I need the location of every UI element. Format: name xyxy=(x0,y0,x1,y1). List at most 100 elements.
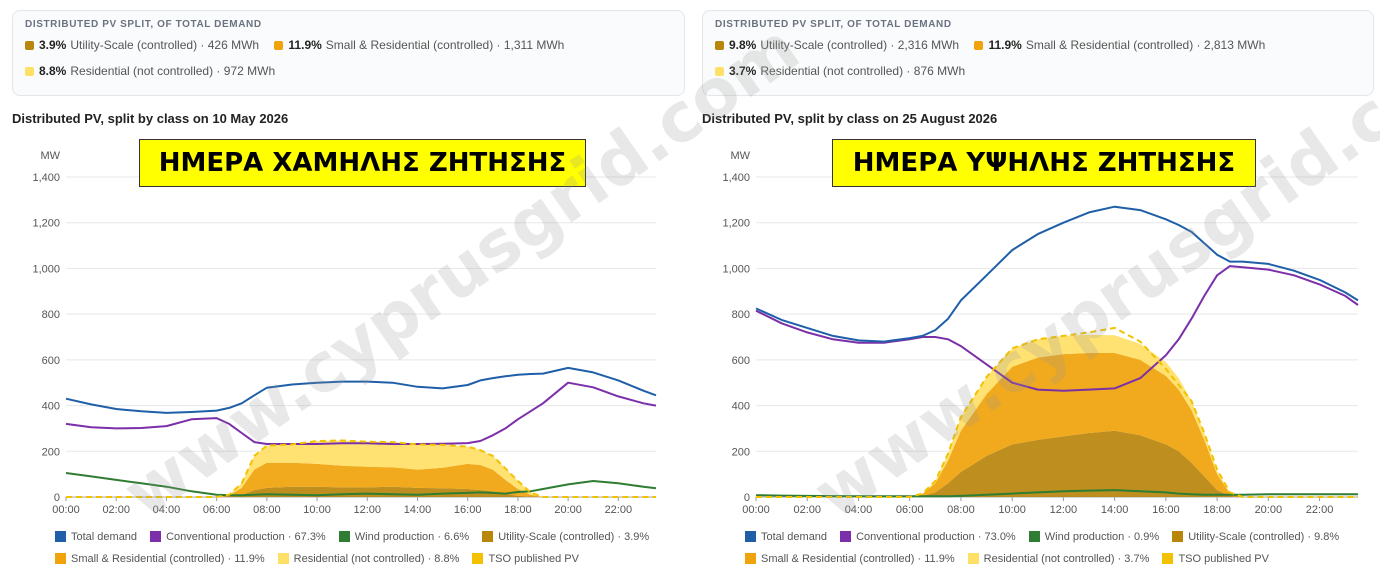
x-tick-label: 12:00 xyxy=(354,504,382,516)
legend-label: Small & Residential (controlled) · 11.9% xyxy=(761,553,955,565)
stat-label: Small & Residential (controlled) · 2,813… xyxy=(1025,38,1266,52)
stat-pct: 11.9% xyxy=(988,38,1022,52)
stat-small-residential: 11.9% Small & Residential (controlled) · … xyxy=(974,38,1265,52)
legend-row: Total demand Conventional production · 7… xyxy=(745,530,1349,544)
legend-item-residential[interactable]: Residential (not controlled) · 8.8% xyxy=(277,552,460,566)
pv-chart-left: 0 200 400 600 800 1,000 1,200 1,400 MW 00:00 02:00… xyxy=(32,150,657,516)
x-tick-label: 02:00 xyxy=(793,504,821,516)
chart-title-right: Distributed PV, split by class on 25 Aug… xyxy=(702,111,998,126)
y-tick-label: 200 xyxy=(732,446,750,458)
legend-item-wind[interactable]: Wind production · 0.9% xyxy=(1028,530,1160,544)
stat-label: Small & Residential (controlled) · 1,311… xyxy=(325,38,565,52)
legend-left: Total demand Conventional production · 6… xyxy=(55,530,659,574)
legend-label: Small & Residential (controlled) · 11.9% xyxy=(71,553,265,565)
x-tick-label: 00:00 xyxy=(52,504,80,516)
x-tick-label: 10:00 xyxy=(303,504,331,516)
y-tick-label: 1,000 xyxy=(722,263,750,275)
y-axis-unit: MW xyxy=(40,150,60,162)
legend-item-utility-scale[interactable]: Utility-Scale (controlled) · 3.9% xyxy=(482,530,649,544)
stat-label: Residential (not controlled) · 972 MWh xyxy=(70,64,276,78)
stat-small-residential: 11.9% Small & Residential (controlled) · … xyxy=(274,38,564,52)
summary-card-left: DISTRIBUTED PV SPLIT, OF TOTAL DEMAND 3.… xyxy=(12,10,685,96)
legend-row: Small & Residential (controlled) · 11.9%… xyxy=(745,552,1349,566)
legend-label: Wind production · 0.9% xyxy=(1044,531,1160,543)
legend-row: Total demand Conventional production · 6… xyxy=(55,530,659,544)
legend-swatch xyxy=(472,553,484,564)
low-demand-banner: ΗΜΕΡΑ ΧΑΜΗΛΗΣ ΖΗΤΗΣΗΣ xyxy=(139,139,586,187)
y-axis-unit: MW xyxy=(730,150,750,162)
legend-item-tso-pv[interactable]: TSO published PV xyxy=(1162,552,1269,566)
legend-item-tso-pv[interactable]: TSO published PV xyxy=(472,552,579,566)
x-tick-label: 20:00 xyxy=(554,504,582,516)
legend-swatch xyxy=(150,531,162,542)
stat-utility-scale: 9.8% Utility-Scale (controlled) · 2,316 M… xyxy=(715,38,959,52)
high-demand-banner: ΗΜΕΡΑ ΥΨΗΛΗΣ ΖΗΤΗΣΗΣ xyxy=(832,139,1256,187)
summary-row: 3.7% Residential (not controlled) · 876 M… xyxy=(715,64,1361,78)
x-tick-label: 08:00 xyxy=(947,504,975,516)
line-conventional-production xyxy=(755,265,1359,392)
stat-pct: 8.8% xyxy=(39,64,67,78)
legend-label: Conventional production · 73.0% xyxy=(856,531,1016,543)
x-tick-label: 18:00 xyxy=(504,504,532,516)
line-wind-production xyxy=(65,472,657,497)
y-tick-label: 0 xyxy=(744,492,750,504)
y-tick-label: 1,200 xyxy=(32,218,60,230)
summary-row: 8.8% Residential (not controlled) · 972 M… xyxy=(25,64,672,78)
area-residential-not-controlled xyxy=(66,440,656,497)
y-tick-label: 0 xyxy=(54,492,60,504)
x-tick-label: 20:00 xyxy=(1255,504,1283,516)
legend-swatch xyxy=(338,531,350,542)
legend-item-total-demand[interactable]: Total demand xyxy=(745,530,827,544)
legend-swatch xyxy=(745,553,756,564)
summary-title-right: DISTRIBUTED PV SPLIT, OF TOTAL DEMAND xyxy=(715,19,952,30)
legend-label: Utility-Scale (controlled) · 3.9% xyxy=(498,531,650,543)
legend-swatch xyxy=(277,553,289,564)
legend-swatch xyxy=(55,531,66,542)
legend-row: Small & Residential (controlled) · 11.9%… xyxy=(55,552,659,566)
legend-label: Wind production · 6.6% xyxy=(354,531,470,543)
legend-item-conventional[interactable]: Conventional production · 67.3% xyxy=(150,530,326,544)
y-tick-label: 400 xyxy=(732,401,750,413)
x-tick-label: 22:00 xyxy=(1306,504,1334,516)
x-tick-label: 08:00 xyxy=(253,504,281,516)
legend-label: Conventional production · 67.3% xyxy=(166,531,326,543)
x-tick-label: 06:00 xyxy=(896,504,924,516)
y-tick-label: 600 xyxy=(42,355,60,367)
legend-swatch xyxy=(482,531,494,542)
x-tick-label: 14:00 xyxy=(404,504,432,516)
x-tick-label: 16:00 xyxy=(1152,504,1180,516)
legend-label: Residential (not controlled) · 8.8% xyxy=(293,553,460,565)
y-tick-label: 1,000 xyxy=(32,263,60,275)
small-residential-swatch xyxy=(274,41,284,50)
legend-item-residential[interactable]: Residential (not controlled) · 3.7% xyxy=(967,552,1150,566)
summary-title-left: DISTRIBUTED PV SPLIT, OF TOTAL DEMAND xyxy=(25,19,262,30)
stat-pct: 3.9% xyxy=(39,38,67,52)
line-total-demand xyxy=(755,205,1359,343)
x-tick-label: 10:00 xyxy=(998,504,1026,516)
line-conventional-production xyxy=(65,381,657,445)
legend-swatch xyxy=(840,531,852,542)
residential-swatch xyxy=(25,67,34,76)
legend-label: Residential (not controlled) · 3.7% xyxy=(983,553,1150,565)
legend-item-small-residential[interactable]: Small & Residential (controlled) · 11.9% xyxy=(55,552,265,566)
pv-chart-right: 0 200 400 600 800 1,000 1,200 1,400 MW 00:00 02:00… xyxy=(722,150,1359,516)
legend-item-small-residential[interactable]: Small & Residential (controlled) · 11.9% xyxy=(745,552,955,566)
x-tick-label: 00:00 xyxy=(742,504,770,516)
legend-item-total-demand[interactable]: Total demand xyxy=(55,530,137,544)
legend-item-utility-scale[interactable]: Utility-Scale (controlled) · 9.8% xyxy=(1172,530,1339,544)
stat-label: Utility-Scale (controlled) · 426 MWh xyxy=(70,38,260,52)
legend-label: TSO published PV xyxy=(488,553,579,565)
small-residential-swatch xyxy=(974,41,984,50)
x-tick-label: 02:00 xyxy=(102,504,130,516)
legend-item-wind[interactable]: Wind production · 6.6% xyxy=(338,530,470,544)
summary-row: 9.8% Utility-Scale (controlled) · 2,316 M… xyxy=(715,38,1361,52)
summary-row: 3.9% Utility-Scale (controlled) · 426 MWh… xyxy=(25,38,672,52)
stat-pct: 9.8% xyxy=(729,38,757,52)
x-tick-label: 14:00 xyxy=(1101,504,1129,516)
utility-scale-swatch xyxy=(25,41,34,50)
residential-swatch xyxy=(715,67,724,76)
legend-item-conventional[interactable]: Conventional production · 73.0% xyxy=(840,530,1016,544)
y-tick-label: 800 xyxy=(732,309,750,321)
y-tick-label: 800 xyxy=(42,309,60,321)
line-total-demand xyxy=(65,366,657,414)
